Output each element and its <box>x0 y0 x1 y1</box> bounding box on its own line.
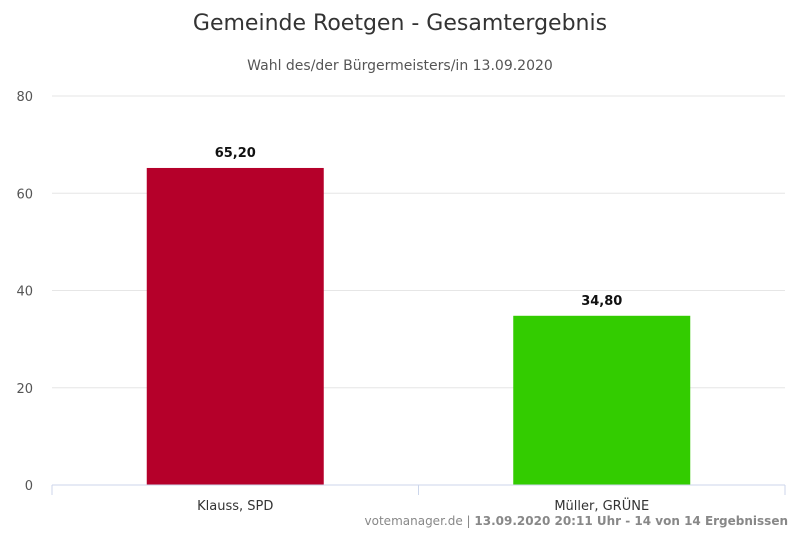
chart-title: Gemeinde Roetgen - Gesamtergebnis <box>193 11 607 36</box>
y-tick-label: 60 <box>16 187 33 202</box>
data-labels: 65,20 34,80 <box>215 146 623 309</box>
x-axis: Klauss, SPD Müller, GRÜNE <box>51 484 786 514</box>
category-label: Müller, GRÜNE <box>554 497 649 514</box>
credits-separator: | <box>462 514 475 528</box>
y-tick-label: 40 <box>16 285 33 300</box>
category-label: Klauss, SPD <box>197 499 273 514</box>
bars <box>146 167 691 485</box>
chart-subtitle: Wahl des/der Bürgermeisters/in 13.09.202… <box>247 58 553 74</box>
credits[interactable]: votemanager.de | 13.09.2020 20:11 Uhr - … <box>365 514 788 528</box>
y-tick-label: 0 <box>25 479 33 494</box>
y-tick-label: 20 <box>16 382 33 397</box>
data-label: 34,80 <box>581 294 622 309</box>
data-label: 65,20 <box>215 146 256 161</box>
y-tick-label: 80 <box>16 90 33 105</box>
credits-details: 13.09.2020 20:11 Uhr - 14 von 14 Ergebni… <box>474 514 788 528</box>
bar[interactable] <box>513 315 691 485</box>
bar[interactable] <box>146 167 324 485</box>
credits-source[interactable]: votemanager.de <box>364 514 463 528</box>
y-axis-ticks: 0 20 40 60 80 <box>16 90 33 494</box>
